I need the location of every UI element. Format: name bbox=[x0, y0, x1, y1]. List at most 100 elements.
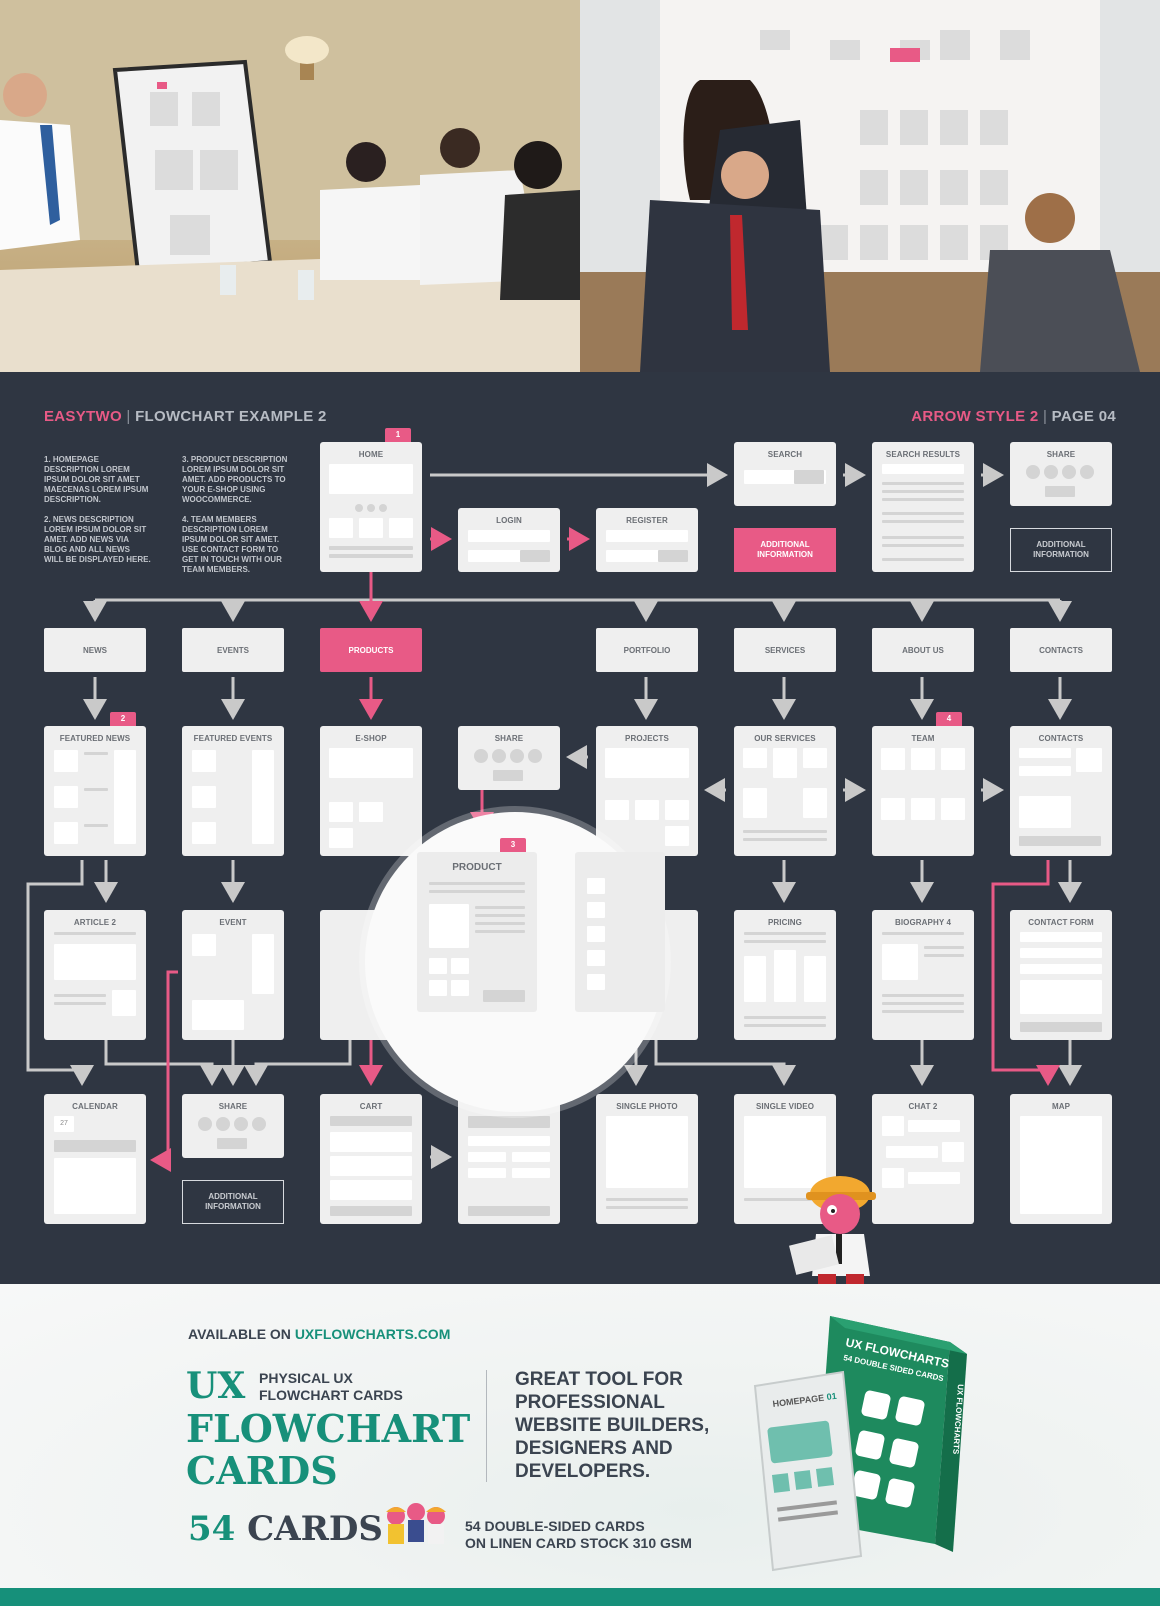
card-event-title: EVENT bbox=[219, 918, 247, 927]
tab-contacts[interactable]: CONTACTS bbox=[1010, 628, 1112, 672]
footer-strip bbox=[0, 1588, 1160, 1606]
card-projects-title: PROJECTS bbox=[625, 734, 669, 743]
card-pricing-title: PRICING bbox=[767, 918, 803, 927]
mascot-builder-icon bbox=[789, 1176, 876, 1284]
tab-services[interactable]: SERVICES bbox=[734, 628, 836, 672]
card-single-photo-title: SINGLE PHOTO bbox=[616, 1102, 678, 1111]
card-cart-title: CART bbox=[359, 1102, 383, 1111]
notes-column-2: 3. PRODUCT DESCRIPTION LOREM IPSUM DOLOR… bbox=[182, 455, 288, 574]
card-count-word: CARDS bbox=[247, 1509, 383, 1549]
zoom-product-card[interactable]: PRODUCT bbox=[417, 852, 537, 1012]
card-details: 54 DOUBLE-SIDED CARDS ON LINEN CARD STOC… bbox=[465, 1518, 692, 1551]
calendar-day: 27 bbox=[54, 1116, 74, 1132]
brand-label: EASYTWO bbox=[44, 408, 122, 425]
card-login[interactable]: LOGIN bbox=[458, 508, 560, 572]
card-chat2-title: CHAT 2 bbox=[908, 1102, 938, 1111]
footer-divider bbox=[486, 1370, 487, 1482]
card-contact-form-title: CONTACT FORM bbox=[1028, 918, 1094, 927]
badge-3: 3 bbox=[500, 838, 526, 852]
page-number: PAGE 04 bbox=[1051, 408, 1116, 425]
arrow-style-label: ARROW STYLE 2 bbox=[911, 408, 1039, 425]
card-our-services[interactable]: OUR SERVICES bbox=[734, 726, 836, 856]
meeting-photo-left bbox=[0, 0, 580, 372]
card-register[interactable]: REGISTER bbox=[596, 508, 698, 572]
card-eshop-title: E-SHOP bbox=[355, 734, 387, 743]
card-our-services-title: OUR SERVICES bbox=[754, 734, 816, 743]
card-single-photo[interactable]: SINGLE PHOTO bbox=[596, 1094, 698, 1224]
card-calendar[interactable]: CALENDAR 27 bbox=[44, 1094, 146, 1224]
card-share-bottom-title: SHARE bbox=[218, 1102, 248, 1111]
physical-cards-label: PHYSICAL UX FLOWCHART CARDS bbox=[259, 1370, 403, 1403]
meeting-photo-right bbox=[580, 0, 1160, 372]
card-pricing[interactable]: PRICING bbox=[734, 910, 836, 1040]
card-login-title: LOGIN bbox=[496, 516, 522, 525]
card-share-top[interactable]: SHARE bbox=[1010, 442, 1112, 506]
badge-2: 2 bbox=[110, 712, 136, 726]
card-contacts-title: CONTACTS bbox=[1038, 734, 1084, 743]
card-single-video-title: SINGLE VIDEO bbox=[755, 1102, 815, 1111]
card-article2-title: ARTICLE 2 bbox=[73, 918, 117, 927]
tab-products[interactable]: PRODUCTS bbox=[320, 628, 422, 672]
card-deck-box-illustration: HOMEPAGE 01 UX FLOWCHARTS 54 DOUBLE SIDE… bbox=[753, 1316, 967, 1572]
meeting-photo-left-illustration bbox=[0, 0, 580, 372]
card-event[interactable]: EVENT bbox=[182, 910, 284, 1040]
card-share-mid-title: SHARE bbox=[494, 734, 524, 743]
logo-flowchart: FLOWCHART bbox=[186, 1406, 471, 1451]
tab-events[interactable]: EVENTS bbox=[182, 628, 284, 672]
additional-info-outline-bottom: ADDITIONAL INFORMATION bbox=[182, 1180, 284, 1224]
logo-ux: UX bbox=[186, 1365, 246, 1407]
card-map[interactable]: MAP bbox=[1010, 1094, 1112, 1224]
card-eshop[interactable]: E-SHOP bbox=[320, 726, 422, 856]
logo-cards: CARDS bbox=[186, 1448, 338, 1493]
card-featured-events[interactable]: FEATURED EVENTS bbox=[182, 726, 284, 856]
header-divider-right: | bbox=[1042, 408, 1048, 425]
card-team[interactable]: TEAM bbox=[872, 726, 974, 856]
zoom-lens: 3 PRODUCT bbox=[365, 812, 665, 1112]
mascot-group-icon bbox=[386, 1503, 446, 1544]
flowchart-header-left: EASYTWO | FLOWCHART EXAMPLE 2 bbox=[44, 408, 327, 425]
header-divider: | bbox=[126, 408, 131, 425]
flowchart-board: EASYTWO | FLOWCHART EXAMPLE 2 ARROW STYL… bbox=[0, 372, 1160, 1284]
deck-card-number: 01 bbox=[826, 1391, 837, 1402]
additional-info-pink: ADDITIONAL INFORMATION bbox=[734, 528, 836, 572]
tab-news[interactable]: NEWS bbox=[44, 628, 146, 672]
available-link[interactable]: UXFLOWCHARTS.COM bbox=[294, 1326, 451, 1342]
zoom-product-title: PRODUCT bbox=[452, 862, 502, 873]
available-prefix: AVAILABLE ON bbox=[188, 1326, 291, 1342]
zoom-related-card bbox=[575, 852, 665, 1012]
card-contacts[interactable]: CONTACTS bbox=[1010, 726, 1112, 856]
tagline: GREAT TOOL FOR PROFESSIONAL WEBSITE BUIL… bbox=[515, 1369, 710, 1482]
meeting-photo-right-illustration bbox=[580, 0, 1160, 372]
card-projects[interactable]: PROJECTS bbox=[596, 726, 698, 856]
promo-footer: AVAILABLE ON UXFLOWCHARTS.COM UX PHYSICA… bbox=[0, 1284, 1160, 1606]
card-biography4-title: BIOGRAPHY 4 bbox=[894, 918, 952, 927]
card-search[interactable]: SEARCH bbox=[734, 442, 836, 506]
card-payment[interactable]: PAYMENT bbox=[458, 1094, 560, 1224]
card-count: 54 CARDS bbox=[188, 1512, 383, 1546]
card-article2[interactable]: ARTICLE 2 bbox=[44, 910, 146, 1040]
card-home[interactable]: HOME bbox=[320, 442, 422, 572]
card-featured-news-title: FEATURED NEWS bbox=[59, 734, 131, 743]
additional-info-outline-top: ADDITIONAL INFORMATION bbox=[1010, 528, 1112, 572]
card-calendar-title: CALENDAR bbox=[72, 1102, 118, 1111]
card-share-bottom[interactable]: SHARE bbox=[182, 1094, 284, 1158]
flowchart-title: FLOWCHART EXAMPLE 2 bbox=[135, 408, 327, 425]
card-search-results[interactable]: SEARCH RESULTS bbox=[872, 442, 974, 572]
card-map-title: MAP bbox=[1051, 1102, 1071, 1111]
card-search-title: SEARCH bbox=[767, 450, 803, 459]
card-share-top-title: SHARE bbox=[1046, 450, 1076, 459]
card-team-title: TEAM bbox=[911, 734, 935, 743]
tab-about-us[interactable]: ABOUT US bbox=[872, 628, 974, 672]
card-register-title: REGISTER bbox=[626, 516, 668, 525]
card-contact-form[interactable]: CONTACT FORM bbox=[1010, 910, 1112, 1040]
card-featured-news[interactable]: FEATURED NEWS bbox=[44, 726, 146, 856]
card-cart[interactable]: CART bbox=[320, 1094, 422, 1224]
flowchart-connectors bbox=[26, 463, 1082, 1172]
card-biography4[interactable]: BIOGRAPHY 4 bbox=[872, 910, 974, 1040]
available-on: AVAILABLE ON UXFLOWCHARTS.COM bbox=[188, 1326, 450, 1342]
tab-portfolio[interactable]: PORTFOLIO bbox=[596, 628, 698, 672]
badge-1: 1 bbox=[385, 428, 411, 442]
card-search-results-title: SEARCH RESULTS bbox=[885, 450, 961, 459]
card-share-mid[interactable]: SHARE bbox=[458, 726, 560, 790]
card-chat2[interactable]: CHAT 2 bbox=[872, 1094, 974, 1224]
